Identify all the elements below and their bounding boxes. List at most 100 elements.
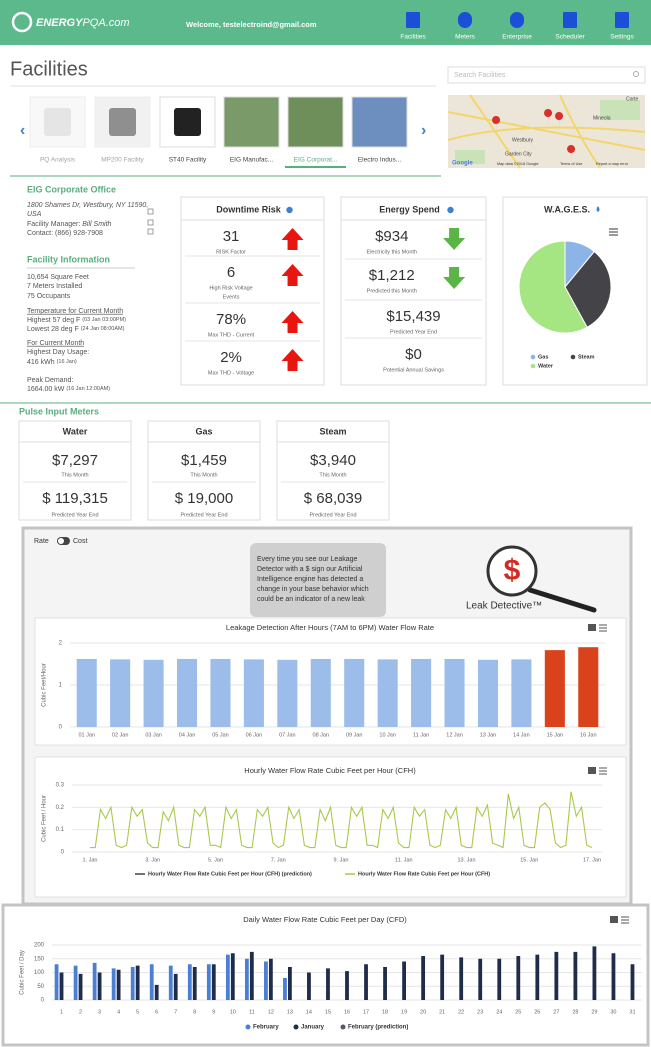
info-line: Every time you see our Leakage [257, 556, 357, 563]
x-tick-label: 07 Jan [279, 732, 296, 738]
nav-icon [615, 12, 629, 28]
map-attribution: Report a map error [596, 162, 629, 166]
toggle-right: Cost [73, 538, 87, 545]
legend-swatch [531, 355, 536, 360]
x-tick-label: 28 [572, 1009, 578, 1015]
bar [269, 959, 273, 1000]
info-icon[interactable] [447, 207, 453, 213]
bar [326, 968, 330, 1000]
x-tick-label: 13. Jan [457, 857, 475, 863]
bar [188, 964, 192, 1000]
x-tick-label: 19 [401, 1009, 407, 1015]
facility-thumb[interactable]: MP200 Facility [95, 97, 150, 164]
kpi-value: $15,439 [386, 308, 440, 325]
facility-thumb[interactable]: EIG Manufac... [224, 97, 279, 164]
y-tick-label: 50 [37, 984, 44, 990]
thumb-device [44, 108, 71, 136]
bar [593, 946, 597, 1000]
nav-icon [563, 12, 577, 28]
x-tick-label: 11 [249, 1009, 255, 1015]
thumb-device [109, 108, 136, 136]
toggle-knob [58, 538, 64, 544]
bar [631, 964, 635, 1000]
x-tick-label: 15 Jan [547, 732, 564, 738]
carousel-prev[interactable]: ‹ [20, 122, 25, 139]
thumb-label: PQ Analysis [40, 157, 76, 164]
logo[interactable]: ENERGYPQA.com [36, 17, 130, 29]
x-tick-label: 21 [439, 1009, 445, 1015]
meter-year-label: Predicted Year End [180, 512, 227, 518]
facility-thumb[interactable]: Electro Indus... [352, 97, 407, 164]
kpi-value: 6 [227, 264, 235, 281]
legend-label: January [301, 1025, 325, 1031]
meter-year: $ 119,315 [42, 490, 108, 507]
map[interactable] [448, 95, 645, 168]
x-tick-label: 11 Jan [413, 732, 429, 738]
bar [155, 985, 159, 1000]
x-tick-label: 27 [553, 1009, 559, 1015]
chart-grid-icon[interactable] [588, 624, 596, 631]
x-tick-label: 16 [344, 1009, 350, 1015]
kpi-value: 78% [216, 311, 246, 328]
bar [440, 955, 444, 1000]
office-name: EIG Corporate Office [27, 184, 116, 194]
x-tick-label: 24 [496, 1009, 502, 1015]
kpi-value: 31 [223, 228, 240, 245]
bar [459, 957, 463, 1000]
bar [402, 962, 406, 1001]
bar [226, 955, 230, 1000]
thumb-label: Electro Indus... [358, 157, 402, 164]
leak-symbol: $ [504, 554, 521, 587]
info-line: 1664.00 kW (16 Jan 12:00AM) [27, 386, 110, 393]
meter-month: $1,459 [181, 452, 227, 469]
facility-thumb[interactable]: ST40 Facility [160, 97, 215, 164]
nav-label: Meters [455, 34, 476, 41]
bar [207, 964, 211, 1000]
bar [55, 964, 59, 1000]
edit-icons[interactable] [148, 209, 153, 234]
nav-label: Settings [610, 34, 634, 41]
facility-thumb[interactable]: EIG Corporat... [288, 97, 343, 164]
welcome: Welcome, testelectroind@gmail.com [186, 20, 317, 29]
x-tick-label: 15 [325, 1009, 331, 1015]
info-line: Highest 57 deg F (03 Jan 03:00PM) [27, 317, 126, 324]
info-line: 75 Occupants [27, 293, 71, 300]
info-line: change in your base behavior which [257, 586, 369, 593]
carousel-next[interactable]: › [421, 122, 426, 139]
thumb-image [288, 97, 343, 147]
meter-month: $3,940 [310, 452, 356, 469]
x-tick-label: 08 Jan [313, 732, 330, 738]
map-place: Corte [626, 96, 638, 102]
bar [244, 659, 264, 727]
temp-low: Lowest 28 deg F [27, 326, 79, 333]
info-line: Detector with a $ sign our Artificial [257, 566, 363, 573]
meter-month-label: This Month [319, 472, 346, 478]
bar [264, 962, 268, 1001]
bar [578, 647, 598, 727]
facility-thumb[interactable]: PQ Analysis [30, 97, 85, 164]
x-tick-label: 7. Jan [271, 857, 286, 863]
temp-low-time: (24 Jan 08:00AM) [81, 326, 125, 332]
y-tick-label: 100 [34, 970, 45, 976]
info-line: Intelligence engine has detected a [257, 576, 363, 583]
bar [93, 963, 97, 1000]
x-tick-label: 5. Jan [208, 857, 223, 863]
x-tick-label: 22 [458, 1009, 464, 1015]
x-tick-label: 30 [610, 1009, 616, 1015]
info-heading: For Current Month [27, 340, 84, 347]
bar [177, 659, 197, 727]
chart-grid-icon[interactable] [588, 767, 596, 774]
bar [516, 956, 520, 1000]
bar [277, 660, 297, 727]
kpi-value: 2% [220, 349, 242, 366]
thumb-label: EIG Corporat... [294, 157, 338, 164]
kpi-label: Predicted this Month [367, 288, 417, 294]
page-title: Facilities [10, 58, 88, 80]
kpi-label: Events [223, 294, 240, 300]
x-tick-label: 31 [629, 1009, 635, 1015]
x-tick-label: 3 [98, 1009, 101, 1015]
x-tick-label: 17. Jan [583, 857, 601, 863]
search-placeholder: Search Facilities [454, 72, 506, 79]
info-icon[interactable] [286, 207, 292, 213]
chart-grid-icon[interactable] [610, 916, 618, 923]
